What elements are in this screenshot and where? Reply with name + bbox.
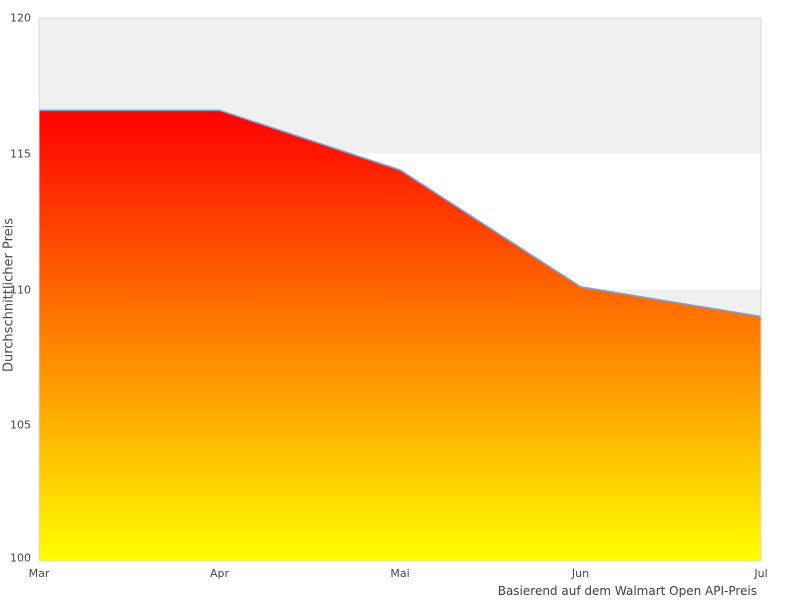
plot-border: [38, 17, 762, 562]
source-caption: Basierend auf dem Walmart Open API-Preis: [497, 584, 757, 598]
x-tick-label: Jul: [754, 567, 768, 580]
x-tick-label: Apr: [209, 567, 230, 580]
y-axis-tick-labels: 100 105 110 115 120: [0, 0, 31, 600]
y-tick-label: 105: [10, 418, 31, 432]
x-axis-tick-labels: Mar Apr Mai Jun Jul: [0, 567, 800, 587]
y-tick-label: 100: [10, 551, 31, 565]
price-line: [39, 109, 762, 318]
y-tick-label: 110: [10, 283, 31, 296]
x-tick-label: Jun: [571, 567, 590, 580]
area-fill: [39, 110, 761, 562]
y-axis-title: Durchschnittlicher Preis: [1, 217, 17, 373]
x-tick-label: Mar: [28, 567, 50, 580]
x-tick-label: Mai: [390, 567, 410, 580]
y-tick-label: 115: [10, 147, 31, 161]
y-tick-label: 120: [10, 11, 31, 25]
